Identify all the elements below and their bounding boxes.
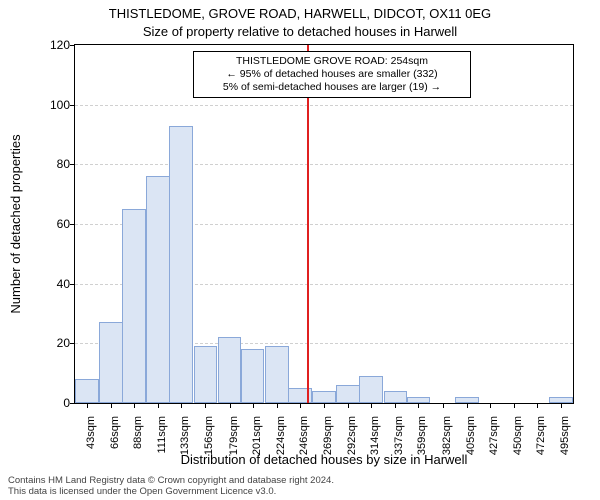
xtick-label: 111sqm	[156, 416, 168, 454]
xtick-mark	[87, 403, 88, 408]
xtick-mark	[134, 403, 135, 408]
footer-line-2: This data is licensed under the Open Gov…	[8, 487, 334, 498]
marker-line	[307, 45, 309, 403]
xtick-mark	[230, 403, 231, 408]
histogram-bar	[336, 385, 360, 403]
xtick-mark	[277, 403, 278, 408]
xtick-mark	[348, 403, 349, 408]
title-main: THISTLEDOME, GROVE ROAD, HARWELL, DIDCOT…	[0, 6, 600, 21]
title-sub: Size of property relative to detached ho…	[0, 24, 600, 39]
xtick-label: 337sqm	[393, 416, 405, 455]
xtick-label: 88sqm	[132, 416, 144, 449]
xtick-mark	[205, 403, 206, 408]
histogram-bar	[218, 337, 242, 403]
xtick-label: 269sqm	[322, 416, 334, 455]
ytick-mark	[70, 343, 75, 344]
xtick-mark	[324, 403, 325, 408]
xtick-label: 472sqm	[535, 416, 547, 455]
xtick-label: 133sqm	[179, 416, 191, 455]
xtick-mark	[181, 403, 182, 408]
xtick-label: 43sqm	[85, 416, 97, 449]
footer-attribution: Contains HM Land Registry data © Crown c…	[8, 476, 334, 498]
xtick-mark	[300, 403, 301, 408]
xtick-label: 450sqm	[512, 416, 524, 455]
xtick-mark	[443, 403, 444, 408]
y-axis-label: Number of detached properties	[8, 134, 23, 313]
ytick-label: 80	[30, 157, 70, 171]
xtick-mark	[395, 403, 396, 408]
ytick-label: 100	[30, 98, 70, 112]
xtick-mark	[561, 403, 562, 408]
xtick-label: 224sqm	[275, 416, 287, 455]
ytick-mark	[70, 105, 75, 106]
xtick-label: 201sqm	[251, 416, 263, 455]
gridline	[75, 105, 573, 106]
ytick-mark	[70, 224, 75, 225]
xtick-mark	[371, 403, 372, 408]
xtick-mark	[253, 403, 254, 408]
ytick-mark	[70, 284, 75, 285]
xtick-label: 314sqm	[369, 416, 381, 455]
xtick-mark	[514, 403, 515, 408]
xtick-label: 246sqm	[298, 416, 310, 455]
histogram-bar	[359, 376, 383, 403]
xtick-label: 495sqm	[559, 416, 571, 455]
histogram-bar	[75, 379, 99, 403]
histogram-bar	[122, 209, 146, 403]
xtick-label: 292sqm	[346, 416, 358, 455]
ytick-label: 0	[30, 396, 70, 410]
xtick-label: 66sqm	[109, 416, 121, 449]
ytick-mark	[70, 164, 75, 165]
xtick-mark	[111, 403, 112, 408]
histogram-bar	[265, 346, 289, 403]
xtick-label: 359sqm	[416, 416, 428, 455]
xtick-label: 382sqm	[441, 416, 453, 455]
histogram-bar	[384, 391, 408, 403]
histogram-plot: THISTLEDOME GROVE ROAD: 254sqm← 95% of d…	[74, 44, 574, 404]
ytick-label: 40	[30, 277, 70, 291]
xtick-label: 405sqm	[465, 416, 477, 455]
histogram-bar	[99, 322, 123, 403]
ytick-label: 20	[30, 336, 70, 350]
histogram-bar	[312, 391, 336, 403]
xtick-mark	[490, 403, 491, 408]
xtick-label: 156sqm	[203, 416, 215, 455]
histogram-bar	[169, 126, 193, 403]
histogram-bar	[146, 176, 170, 403]
histogram-bar	[194, 346, 218, 403]
annotation-line: 5% of semi-detached houses are larger (1…	[200, 81, 464, 94]
xtick-label: 179sqm	[228, 416, 240, 455]
histogram-bar	[241, 349, 265, 403]
ytick-mark	[70, 45, 75, 46]
annotation-line: ← 95% of detached houses are smaller (33…	[200, 68, 464, 81]
annotation-line: THISTLEDOME GROVE ROAD: 254sqm	[200, 55, 464, 68]
ytick-label: 60	[30, 217, 70, 231]
xtick-mark	[418, 403, 419, 408]
gridline	[75, 164, 573, 165]
xtick-mark	[467, 403, 468, 408]
ytick-mark	[70, 403, 75, 404]
ytick-label: 120	[30, 38, 70, 52]
annotation-box: THISTLEDOME GROVE ROAD: 254sqm← 95% of d…	[193, 51, 471, 98]
xtick-label: 427sqm	[488, 416, 500, 455]
xtick-mark	[158, 403, 159, 408]
xtick-mark	[537, 403, 538, 408]
